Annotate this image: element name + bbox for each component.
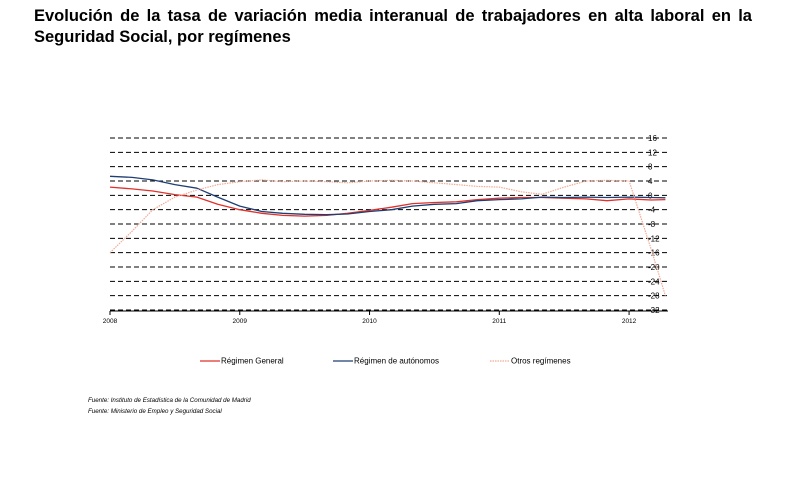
series-line-1 bbox=[109, 186, 666, 217]
legend: Régimen General Régimen de autónomos Otros… bbox=[200, 357, 571, 366]
y-tick-label: -4 bbox=[648, 206, 656, 215]
x-tick-label: 2008 bbox=[103, 318, 118, 325]
series-line-3 bbox=[109, 179, 666, 296]
x-axis-ticks: 2008 2009 2010 2011 2012 bbox=[103, 311, 637, 325]
y-tick-label: -20 bbox=[648, 263, 660, 272]
series-line-2 bbox=[109, 175, 666, 216]
x-tick-label: 2012 bbox=[622, 318, 637, 325]
x-tick-label: 2011 bbox=[492, 318, 506, 325]
y-tick-label: -8 bbox=[648, 220, 656, 229]
y-tick-label: -16 bbox=[648, 249, 660, 258]
legend-label: Régimen de autónomos bbox=[354, 357, 439, 366]
chart-title: Evolución de la tasa de variación media … bbox=[34, 7, 752, 46]
legend-label: Otros regímenes bbox=[511, 357, 571, 366]
y-tick-label: -28 bbox=[648, 292, 660, 301]
x-tick-label: 2010 bbox=[362, 318, 377, 325]
gridlines bbox=[110, 137, 668, 311]
source-note: Fuente: Instituto de Estadística de la C… bbox=[88, 397, 251, 404]
legend-label: Régimen General bbox=[221, 357, 284, 366]
y-tick-label: 0 bbox=[648, 191, 653, 200]
y-tick-label: 4 bbox=[648, 177, 653, 186]
y-tick-label: -24 bbox=[648, 277, 660, 286]
y-tick-label: -12 bbox=[648, 234, 660, 243]
x-tick-label: 2009 bbox=[233, 318, 248, 325]
y-tick-label: 12 bbox=[648, 148, 657, 157]
y-tick-label: 8 bbox=[648, 163, 653, 172]
series-lines bbox=[109, 175, 666, 296]
y-tick-label: 16 bbox=[648, 134, 657, 143]
source-note: Fuente: Ministerio de Empleo y Seguridad… bbox=[88, 408, 222, 415]
